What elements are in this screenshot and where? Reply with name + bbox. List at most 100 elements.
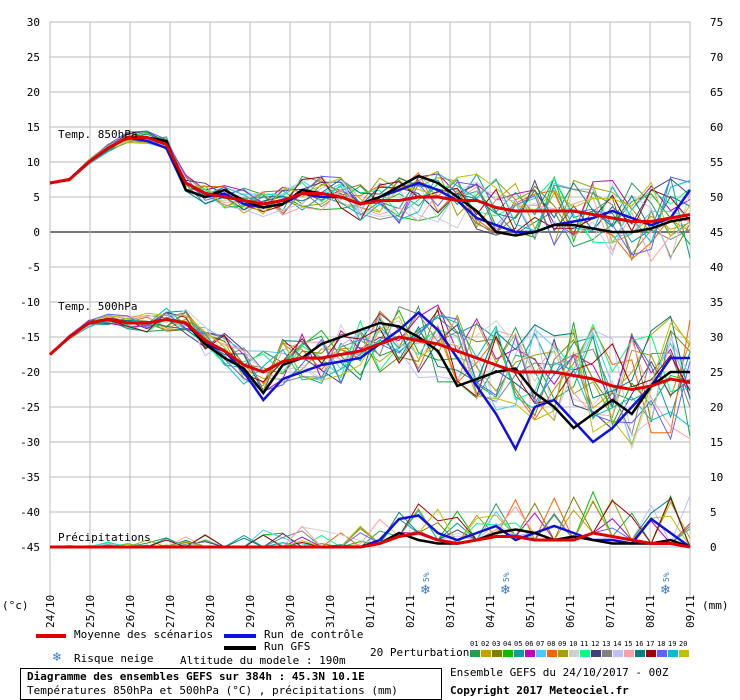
perturbation-swatch bbox=[668, 650, 678, 657]
left-tick-label: -25 bbox=[20, 401, 40, 414]
perturbation-number: 16 bbox=[635, 640, 644, 648]
snow-legend-label: Risque neige bbox=[74, 652, 154, 665]
mean-legend-label: Moyenne des scénarios bbox=[74, 628, 214, 641]
perturbation-swatch bbox=[679, 650, 689, 657]
t500-label: Temp. 500hPa bbox=[58, 300, 137, 313]
left-tick-label: -40 bbox=[20, 506, 40, 519]
right-tick-label: 60 bbox=[710, 121, 723, 134]
control-legend-label: Run de contrôle bbox=[264, 628, 364, 641]
series-line-precip bbox=[50, 531, 691, 549]
right-tick-label: 20 bbox=[710, 401, 723, 414]
x-tick-label: 06/11 bbox=[564, 595, 577, 628]
perturbation-number: 17 bbox=[646, 640, 655, 648]
perturbation-number: 01 bbox=[470, 640, 479, 648]
t850-label: Temp. 850hPa bbox=[58, 128, 137, 141]
x-tick-label: 25/10 bbox=[84, 595, 97, 628]
right-tick-label: 65 bbox=[710, 86, 723, 99]
left-tick-label: -35 bbox=[20, 471, 40, 484]
right-tick-label: 55 bbox=[710, 156, 723, 169]
perturbation-number: 09 bbox=[558, 640, 567, 648]
gfs-swatch bbox=[224, 646, 256, 650]
left-tick-label: 20 bbox=[27, 86, 40, 99]
right-tick-label: 0 bbox=[710, 541, 717, 554]
perturbation-number: 11 bbox=[580, 640, 589, 648]
chart-axes: 302520151050-5-10-15-20-25-30-35-40-4575… bbox=[20, 16, 723, 628]
perturbation-swatch bbox=[470, 650, 480, 657]
perturbation-number: 08 bbox=[547, 640, 556, 648]
ensemble-label: Ensemble GEFS du 24/10/2017 - 00Z bbox=[450, 666, 669, 679]
x-tick-label: 30/10 bbox=[284, 595, 297, 628]
snow-icon: ❄ bbox=[660, 583, 671, 598]
perturbation-line bbox=[49, 131, 691, 245]
right-tick-label: 40 bbox=[710, 261, 723, 274]
main-series bbox=[48, 136, 692, 549]
snow-percent: 5% bbox=[662, 572, 671, 582]
right-tick-label: 10 bbox=[710, 471, 723, 484]
x-tick-label: 31/10 bbox=[324, 595, 337, 628]
perturbation-number: 06 bbox=[525, 640, 534, 648]
left-tick-label: 0 bbox=[33, 226, 40, 239]
perturbation-number: 10 bbox=[569, 640, 578, 648]
perturbation-swatch bbox=[580, 650, 590, 657]
series-line-t850 bbox=[49, 136, 691, 237]
perturbation-swatch bbox=[646, 650, 656, 657]
perturbation-line bbox=[49, 315, 691, 400]
right-tick-label: 50 bbox=[710, 191, 723, 204]
perturbation-line bbox=[49, 314, 691, 438]
right-tick-label: 5 bbox=[710, 506, 717, 519]
left-tick-label: -30 bbox=[20, 436, 40, 449]
perturbation-number: 05 bbox=[514, 640, 523, 648]
left-tick-label: 15 bbox=[27, 121, 40, 134]
copyright-label: Copyright 2017 Meteociel.fr bbox=[450, 684, 629, 697]
right-axis-unit: (mm) bbox=[702, 599, 729, 612]
perturbation-number: 14 bbox=[613, 640, 622, 648]
perturbation-number: 18 bbox=[657, 640, 666, 648]
left-tick-label: -5 bbox=[27, 261, 40, 274]
x-tick-label: 07/11 bbox=[604, 595, 617, 628]
perturbation-swatch bbox=[481, 650, 491, 657]
perturbation-swatch bbox=[591, 650, 601, 657]
perturbation-number: 20 bbox=[679, 640, 688, 648]
perturbation-number: 02 bbox=[481, 640, 490, 648]
x-tick-label: 28/10 bbox=[204, 595, 217, 628]
perturbation-number: 19 bbox=[668, 640, 677, 648]
snow-icon: ❄ bbox=[420, 583, 431, 598]
x-tick-label: 09/11 bbox=[684, 595, 697, 628]
perturbation-swatch bbox=[525, 650, 535, 657]
x-tick-label: 02/11 bbox=[404, 595, 417, 628]
perturbation-line bbox=[49, 135, 691, 244]
perturbation-swatch bbox=[613, 650, 623, 657]
x-tick-label: 08/11 bbox=[644, 595, 657, 628]
footer-subtitle: Températures 850hPa et 500hPa (°C) , pré… bbox=[27, 684, 398, 697]
right-tick-label: 35 bbox=[710, 296, 723, 309]
perturbation-line bbox=[49, 130, 691, 236]
snow-icon: ❄ bbox=[52, 650, 63, 664]
x-tick-label: 27/10 bbox=[164, 595, 177, 628]
perturbation-swatch bbox=[635, 650, 645, 657]
perturbation-swatch bbox=[536, 650, 546, 657]
left-tick-label: -15 bbox=[20, 331, 40, 344]
left-tick-label: -10 bbox=[20, 296, 40, 309]
perturbation-number: 13 bbox=[602, 640, 611, 648]
perturbation-swatch bbox=[569, 650, 579, 657]
x-tick-label: 05/11 bbox=[524, 595, 537, 628]
perturbation-swatch bbox=[657, 650, 667, 657]
x-tick-label: 04/11 bbox=[484, 595, 497, 628]
right-tick-label: 25 bbox=[710, 366, 723, 379]
perturbation-swatch bbox=[547, 650, 557, 657]
left-axis-unit: (°c) bbox=[2, 599, 29, 612]
perturbation-swatch bbox=[503, 650, 513, 657]
snow-percent: 5% bbox=[422, 572, 431, 582]
title-box: Diagramme des ensembles GEFS sur 384h : … bbox=[20, 668, 442, 700]
perturbation-number: 12 bbox=[591, 640, 600, 648]
mean-swatch bbox=[36, 634, 66, 638]
snow-percent: 5% bbox=[502, 572, 511, 582]
right-tick-label: 45 bbox=[710, 226, 723, 239]
x-tick-label: 03/11 bbox=[444, 595, 457, 628]
perturbation-swatch bbox=[492, 650, 502, 657]
perturbation-swatch bbox=[602, 650, 612, 657]
right-tick-label: 15 bbox=[710, 436, 723, 449]
altitude-label: Altitude du modele : 190m bbox=[180, 654, 346, 667]
perturbation-line bbox=[49, 317, 691, 401]
